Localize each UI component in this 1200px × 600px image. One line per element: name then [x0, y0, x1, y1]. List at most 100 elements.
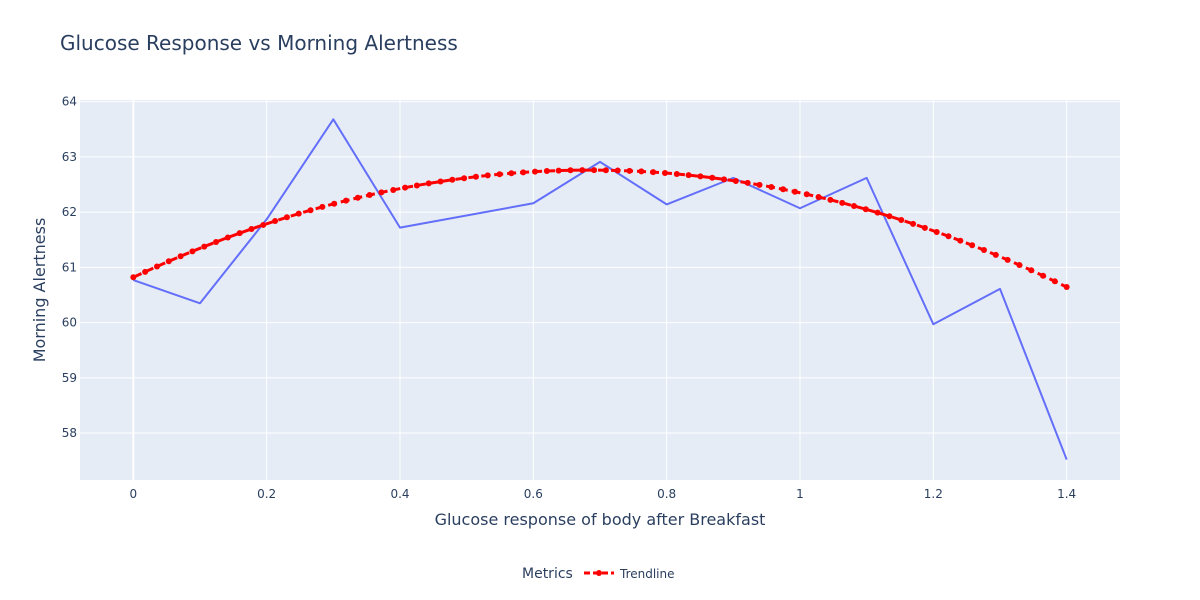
trendline-marker[interactable] [602, 167, 609, 174]
trendline-marker[interactable] [532, 168, 539, 175]
y-tick-label: 60 [62, 316, 77, 330]
trendline-marker[interactable] [969, 242, 976, 249]
trendline-marker[interactable] [342, 197, 349, 204]
trendline-marker[interactable] [366, 192, 373, 199]
trendline-marker[interactable] [803, 191, 810, 198]
trendline-marker[interactable] [331, 200, 338, 207]
x-axis-ticks: 0 0.2 0.4 0.6 0.8 1 1.2 1.4 [130, 487, 1077, 501]
trendline-marker[interactable] [130, 274, 137, 281]
y-tick-label: 59 [62, 371, 77, 385]
trendline-marker[interactable] [402, 184, 409, 191]
trendline-marker[interactable] [851, 202, 858, 209]
x-axis-title: Glucose response of body after Breakfast [435, 510, 766, 529]
trendline-marker[interactable] [201, 243, 208, 250]
trendline-marker[interactable] [189, 248, 196, 255]
trendline-marker[interactable] [756, 181, 763, 188]
trendline-marker[interactable] [543, 168, 550, 175]
trendline-marker[interactable] [709, 174, 716, 181]
trendline-marker[interactable] [437, 178, 444, 185]
trendline-marker[interactable] [484, 172, 491, 179]
trendline-marker[interactable] [177, 253, 184, 260]
trendline-marker[interactable] [744, 179, 751, 186]
trendline-marker[interactable] [461, 175, 468, 182]
trendline-marker[interactable] [910, 220, 917, 227]
trendline-marker[interactable] [591, 167, 598, 174]
trendline-marker[interactable] [992, 251, 999, 258]
trendline-marker[interactable] [638, 168, 645, 175]
x-tick-label: 1.4 [1057, 487, 1076, 501]
trendline-marker[interactable] [1028, 267, 1035, 274]
trendline-marker[interactable] [236, 230, 243, 237]
trendline-marker[interactable] [496, 171, 503, 178]
trendline-marker[interactable] [980, 246, 987, 253]
y-tick-label: 62 [62, 205, 77, 219]
trendline-marker[interactable] [390, 186, 397, 193]
trendline-marker[interactable] [142, 268, 149, 275]
trendline-marker[interactable] [815, 193, 822, 200]
legend-trendline-label[interactable]: Trendline [619, 567, 675, 581]
trendline-marker[interactable] [921, 224, 928, 231]
trendline-marker[interactable] [295, 210, 302, 217]
trendline-marker[interactable] [579, 167, 586, 174]
trendline-marker[interactable] [874, 209, 881, 216]
trendline-marker[interactable] [933, 228, 940, 235]
trendline-marker[interactable] [673, 170, 680, 177]
trendline-marker[interactable] [661, 169, 668, 176]
trendline-marker[interactable] [721, 176, 728, 183]
trendline-marker[interactable] [697, 173, 704, 180]
trendline-marker[interactable] [768, 184, 775, 191]
trendline-marker[interactable] [224, 234, 231, 241]
x-tick-label: 0.2 [257, 487, 276, 501]
chart-title: Glucose Response vs Morning Alertness [60, 31, 458, 55]
trendline-marker[interactable] [272, 218, 279, 225]
trendline-marker[interactable] [378, 189, 385, 196]
trendline-marker[interactable] [413, 182, 420, 189]
trendline-marker[interactable] [307, 207, 314, 214]
trendline-marker[interactable] [650, 169, 657, 176]
trendline-marker[interactable] [780, 186, 787, 193]
trendline-marker[interactable] [1004, 256, 1011, 263]
trendline-marker[interactable] [508, 170, 515, 177]
trendline-marker[interactable] [319, 203, 326, 210]
trendline-marker[interactable] [472, 173, 479, 180]
x-tick-label: 0.4 [390, 487, 409, 501]
x-tick-label: 1 [796, 487, 804, 501]
trendline-marker[interactable] [567, 167, 574, 174]
trendline-marker[interactable] [957, 237, 964, 244]
x-tick-label: 0.8 [657, 487, 676, 501]
trendline-marker[interactable] [732, 178, 739, 185]
trendline-marker[interactable] [827, 196, 834, 203]
trendline-marker[interactable] [626, 167, 633, 174]
trendline-marker[interactable] [1063, 284, 1070, 291]
trendline-marker[interactable] [886, 213, 893, 220]
trendline-marker[interactable] [165, 258, 172, 265]
plot-area [80, 100, 1120, 480]
x-tick-label: 0.6 [524, 487, 543, 501]
trendline-marker[interactable] [898, 216, 905, 223]
trendline-marker[interactable] [791, 188, 798, 195]
legend-trendline-swatch [584, 570, 614, 576]
trendline-marker[interactable] [1051, 278, 1058, 285]
trendline-marker[interactable] [449, 176, 456, 183]
x-tick-label: 1.2 [924, 487, 943, 501]
trendline-marker[interactable] [260, 221, 267, 228]
trendline-marker[interactable] [520, 169, 527, 176]
trendline-marker[interactable] [213, 238, 220, 245]
trendline-marker[interactable] [153, 263, 160, 270]
y-tick-label: 61 [62, 260, 77, 274]
trendline-marker[interactable] [862, 206, 869, 213]
trendline-marker[interactable] [248, 225, 255, 232]
trendline-marker[interactable] [614, 167, 621, 174]
trendline-marker[interactable] [555, 167, 562, 174]
alertness-series-line[interactable] [133, 118, 1068, 460]
trendline-marker[interactable] [283, 214, 290, 221]
trendline-marker[interactable] [685, 172, 692, 179]
trendline-marker[interactable] [839, 199, 846, 206]
trendline-marker[interactable] [945, 233, 952, 240]
trendline-marker[interactable] [354, 194, 361, 201]
trendline-marker[interactable] [1016, 262, 1023, 268]
y-axis-ticks: 58 59 60 61 62 63 64 [62, 95, 77, 440]
trendline-marker[interactable] [1040, 272, 1047, 279]
trendline-marker[interactable] [425, 180, 432, 187]
